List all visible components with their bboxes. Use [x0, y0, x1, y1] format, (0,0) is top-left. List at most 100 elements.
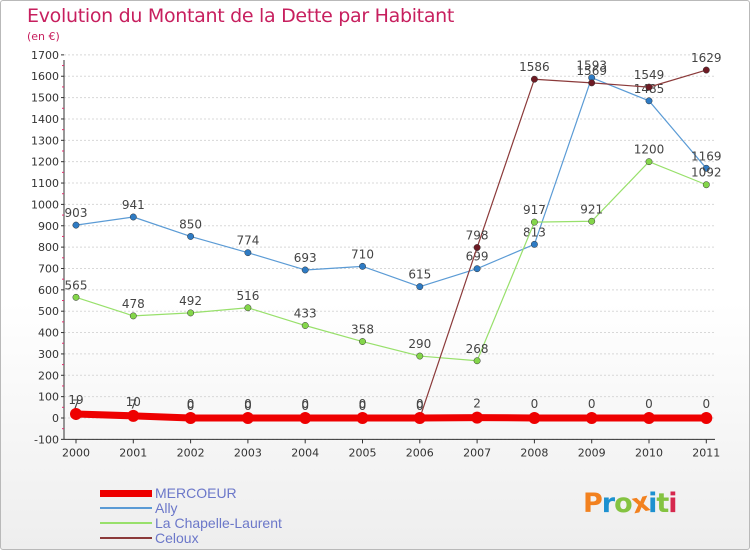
data-point	[702, 66, 710, 74]
data-label: 1586	[519, 60, 550, 74]
data-label: 903	[65, 206, 88, 220]
y-minor-ticks	[62, 65, 64, 430]
logo-letter: o	[614, 488, 633, 519]
x-tick-label: 2003	[234, 446, 262, 459]
data-point	[129, 213, 137, 221]
x-tick-label: 2004	[291, 446, 319, 459]
data-point	[700, 412, 713, 424]
x-tick-label: 2007	[463, 446, 491, 459]
x-tick-label: 2009	[578, 446, 606, 459]
legend-swatch	[100, 537, 152, 539]
data-label: 1593	[576, 59, 607, 73]
x-tick-label: 2010	[635, 446, 663, 459]
series-mercoeur: 19 10 0 0 0 0 0 2 0 0 0 0	[68, 393, 713, 424]
legend-label: La Chapelle-Laurent	[155, 515, 282, 531]
data-point	[72, 221, 80, 229]
data-point	[585, 412, 598, 424]
data-label: 813	[523, 225, 546, 239]
data-point	[702, 181, 710, 189]
data-label: 2	[473, 397, 481, 411]
data-point	[301, 322, 309, 329]
y-tick-label: 1600	[31, 70, 59, 83]
data-point	[356, 412, 369, 424]
logo-letter: i	[668, 488, 677, 519]
y-tick-label: 800	[38, 241, 59, 254]
data-label: 1092	[691, 166, 722, 180]
data-point	[473, 265, 481, 273]
legend-item: Celoux	[100, 530, 400, 546]
data-point	[72, 293, 80, 301]
data-point	[416, 352, 424, 360]
x-tick-label: 2005	[349, 446, 377, 459]
data-point	[645, 158, 653, 166]
data-point	[473, 244, 481, 251]
series-celoux: 7 7 0 0 0 0 0 798 1586 1569 1549 1629	[72, 51, 722, 422]
chart-title: Evolution du Montant de la Dette par Hab…	[27, 5, 455, 27]
data-point	[416, 283, 424, 291]
y-tick-label: 300	[38, 348, 59, 361]
data-point	[588, 217, 596, 225]
data-point	[643, 412, 655, 424]
data-label: 433	[294, 307, 317, 321]
y-tick-label: 100	[38, 391, 59, 404]
data-label: 0	[645, 397, 653, 411]
y-tick-label: 1200	[31, 156, 59, 169]
series-ally: 903941850774693710615699813159314851169	[65, 59, 722, 291]
y-tick-label: 1100	[31, 177, 59, 190]
data-point	[299, 412, 312, 424]
data-point	[129, 312, 137, 320]
data-point	[530, 75, 538, 83]
data-label: 1169	[691, 149, 722, 163]
proxiti-logo: Proxiti	[583, 487, 678, 521]
data-point	[241, 412, 254, 424]
x-ticks: 2000 2001 2002 2003 2004 2005 2006 2007 2008 2009…	[62, 439, 720, 459]
y-tick-label: 400	[38, 327, 59, 340]
data-label: 1569	[576, 64, 607, 78]
data-point	[528, 412, 541, 424]
data-label: 0	[187, 399, 195, 413]
data-label: 0	[244, 397, 252, 411]
x-tick-label: 2011	[692, 446, 720, 459]
y-tick-label: 1500	[31, 92, 59, 105]
legend-swatch	[100, 507, 152, 509]
data-point	[359, 262, 366, 270]
series-line-mercoeur	[72, 410, 710, 422]
data-point	[471, 411, 484, 424]
data-label: 917	[523, 203, 546, 217]
y-tick-label: 500	[38, 305, 59, 318]
x-tick-label: 2006	[406, 446, 434, 459]
data-point	[244, 304, 252, 312]
data-label: 941	[122, 198, 145, 212]
y-ticks: -100 0 100 200 300 400 500 600 700 800 900 1000 1100…	[31, 49, 64, 446]
data-label: 19	[68, 393, 83, 407]
y-tick-label: 900	[38, 220, 59, 233]
legend-label: Ally	[155, 500, 178, 516]
data-label: 921	[580, 202, 603, 216]
data-point	[645, 97, 653, 105]
x-tick-label: 2002	[177, 446, 205, 459]
x-tick-label: 2008	[520, 446, 548, 459]
data-label: 0	[187, 397, 195, 411]
data-label: 0	[416, 397, 424, 411]
data-point	[473, 357, 481, 365]
legend-swatch	[100, 490, 152, 497]
legend-label: MERCOEUR	[155, 485, 237, 501]
data-label: 10	[126, 395, 141, 409]
data-label: 798	[466, 229, 489, 243]
data-label: 710	[351, 247, 374, 261]
series-line-ally	[75, 77, 707, 288]
legend-label: Celoux	[155, 530, 199, 546]
data-label: 1200	[634, 143, 665, 157]
data-point	[645, 83, 653, 91]
data-point	[301, 266, 309, 274]
data-label: 290	[408, 337, 431, 351]
data-label: 0	[359, 399, 367, 413]
y-tick-label: -100	[34, 433, 59, 446]
data-label: 0	[702, 397, 710, 411]
data-point	[359, 338, 366, 345]
data-point	[187, 232, 195, 240]
data-label: 478	[122, 297, 145, 311]
data-point	[70, 407, 82, 420]
data-point	[588, 79, 596, 87]
